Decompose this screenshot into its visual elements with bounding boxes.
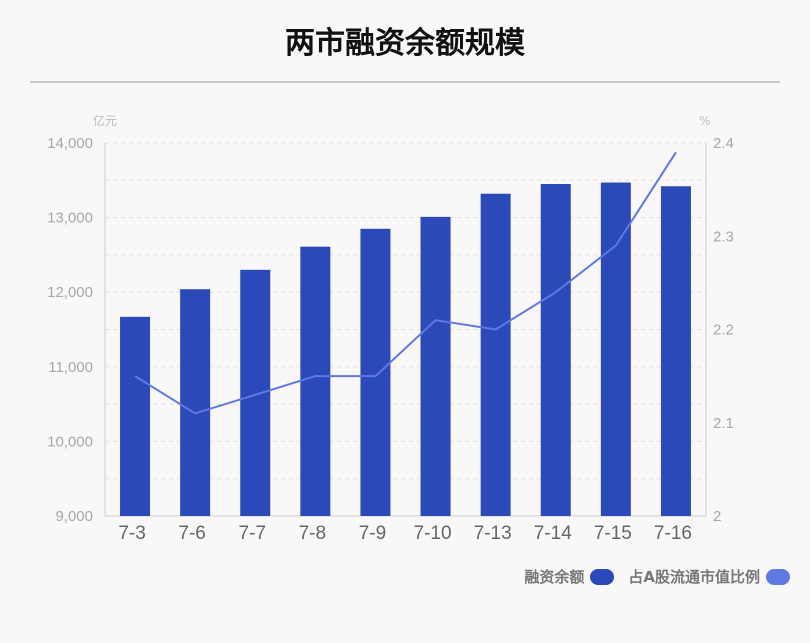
legend: 融资余额 占A股流通市值比例 bbox=[524, 566, 790, 587]
left-tick-label: 9,000 bbox=[55, 508, 93, 525]
bars bbox=[120, 182, 691, 517]
chart-title: 两市融资余额规模 bbox=[285, 26, 525, 61]
bar bbox=[480, 193, 511, 516]
tick-labels: 9,000 10,000 11,000 12,000 13,000 14,000 2 2.1 2… bbox=[47, 135, 734, 544]
bar bbox=[180, 289, 211, 516]
bar bbox=[540, 184, 571, 516]
bar bbox=[300, 246, 331, 516]
right-tick-label: 2.3 bbox=[713, 228, 734, 245]
x-tick-label: 7-8 bbox=[299, 523, 326, 544]
legend-item-balance[interactable]: 融资余额 bbox=[524, 566, 615, 587]
left-tick-label: 10,000 bbox=[47, 433, 93, 450]
x-tick-label: 7-15 bbox=[594, 523, 632, 544]
x-tick-label: 7-9 bbox=[359, 523, 386, 544]
legend-item-ratio[interactable]: 占A股流通市值比例 bbox=[628, 566, 790, 587]
left-tick-label: 12,000 bbox=[47, 284, 93, 301]
bar bbox=[120, 316, 151, 516]
x-tick-label: 7-7 bbox=[239, 523, 266, 544]
right-tick-label: 2.2 bbox=[713, 322, 734, 339]
x-tick-label: 7-6 bbox=[178, 523, 205, 544]
right-tick-label: 2 bbox=[713, 508, 721, 525]
title-divider bbox=[30, 81, 780, 83]
legend-swatch-balance bbox=[590, 568, 615, 585]
ratio-line bbox=[134, 151, 677, 415]
bar bbox=[360, 228, 391, 517]
bar bbox=[660, 186, 691, 516]
ratio-line-path bbox=[134, 151, 677, 415]
legend-swatch-ratio bbox=[766, 568, 790, 585]
right-axis-unit: % bbox=[699, 114, 710, 128]
x-tick-label: 7-3 bbox=[118, 523, 145, 544]
bar bbox=[240, 269, 271, 516]
right-tick-label: 2.1 bbox=[713, 415, 734, 432]
x-tick-label: 7-10 bbox=[414, 523, 452, 544]
left-tick-label: 11,000 bbox=[48, 359, 93, 376]
bar bbox=[600, 182, 631, 516]
left-axis-unit: 亿元 bbox=[93, 113, 117, 128]
right-tick-label: 2.4 bbox=[713, 135, 734, 152]
legend-label-ratio: 占A股流通市值比例 bbox=[628, 568, 760, 586]
x-tick-label: 7-14 bbox=[534, 523, 572, 544]
left-tick-label: 13,000 bbox=[47, 210, 93, 227]
legend-label-balance: 融资余额 bbox=[524, 568, 585, 586]
bar bbox=[420, 216, 451, 516]
left-tick-label: 14,000 bbox=[47, 135, 93, 152]
x-tick-label: 7-16 bbox=[654, 523, 692, 544]
x-tick-label: 7-13 bbox=[474, 523, 512, 544]
